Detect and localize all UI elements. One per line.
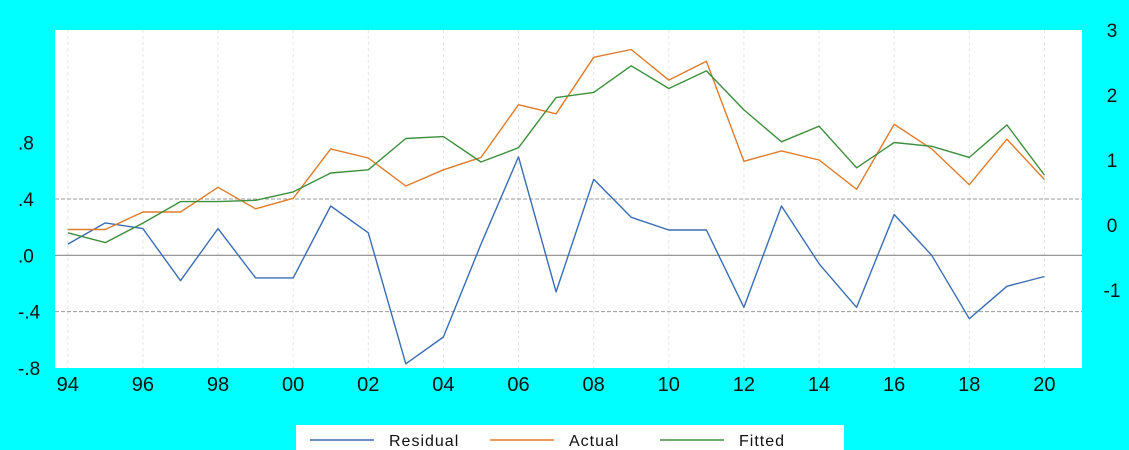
x-tick-label: 20 (1033, 374, 1055, 396)
left-y-tick-label: .8 (18, 134, 34, 155)
series-layer (67, 48, 1045, 365)
legend-label-residual: Residual (389, 433, 459, 450)
legend-label-actual: Actual (569, 433, 619, 450)
left-y-tick-label: -.8 (18, 359, 40, 380)
right-y-tick-label: 2 (1107, 86, 1118, 107)
left-y-tick-label: .0 (18, 246, 34, 267)
x-tick-label: 06 (507, 374, 529, 396)
x-tick-label: 00 (282, 374, 304, 396)
ticks-layer: 94 96 98 00 02 04 06 08 10 12 14 16 18 20-.8-.4.0.4.8… (18, 21, 1120, 396)
series-line-residual (67, 156, 1045, 365)
legend: Residual Actual Fitted (296, 425, 844, 450)
right-y-tick-label: 3 (1107, 21, 1118, 42)
series-line-actual (67, 48, 1045, 231)
series-line-fitted (67, 65, 1045, 244)
x-tick-label: 98 (207, 374, 229, 396)
x-tick-label: 12 (733, 374, 755, 396)
left-y-tick-label: -.4 (18, 303, 41, 324)
x-tick-label: 10 (658, 374, 680, 396)
x-tick-label: 18 (958, 374, 980, 396)
x-tick-label: 08 (583, 374, 605, 396)
right-y-tick-label: 0 (1107, 216, 1118, 237)
x-tick-label: 96 (132, 374, 154, 396)
x-tick-label: 14 (808, 374, 830, 396)
x-tick-label: 04 (432, 374, 454, 396)
x-tick-label: 94 (57, 374, 79, 396)
legend-label-fitted: Fitted (739, 433, 785, 450)
left-y-tick-label: .4 (18, 190, 34, 211)
right-y-tick-label: -1 (1104, 281, 1121, 302)
legend-box (296, 425, 844, 450)
x-tick-label: 02 (357, 374, 379, 396)
right-y-tick-label: 1 (1107, 151, 1118, 172)
x-tick-label: 16 (883, 374, 905, 396)
